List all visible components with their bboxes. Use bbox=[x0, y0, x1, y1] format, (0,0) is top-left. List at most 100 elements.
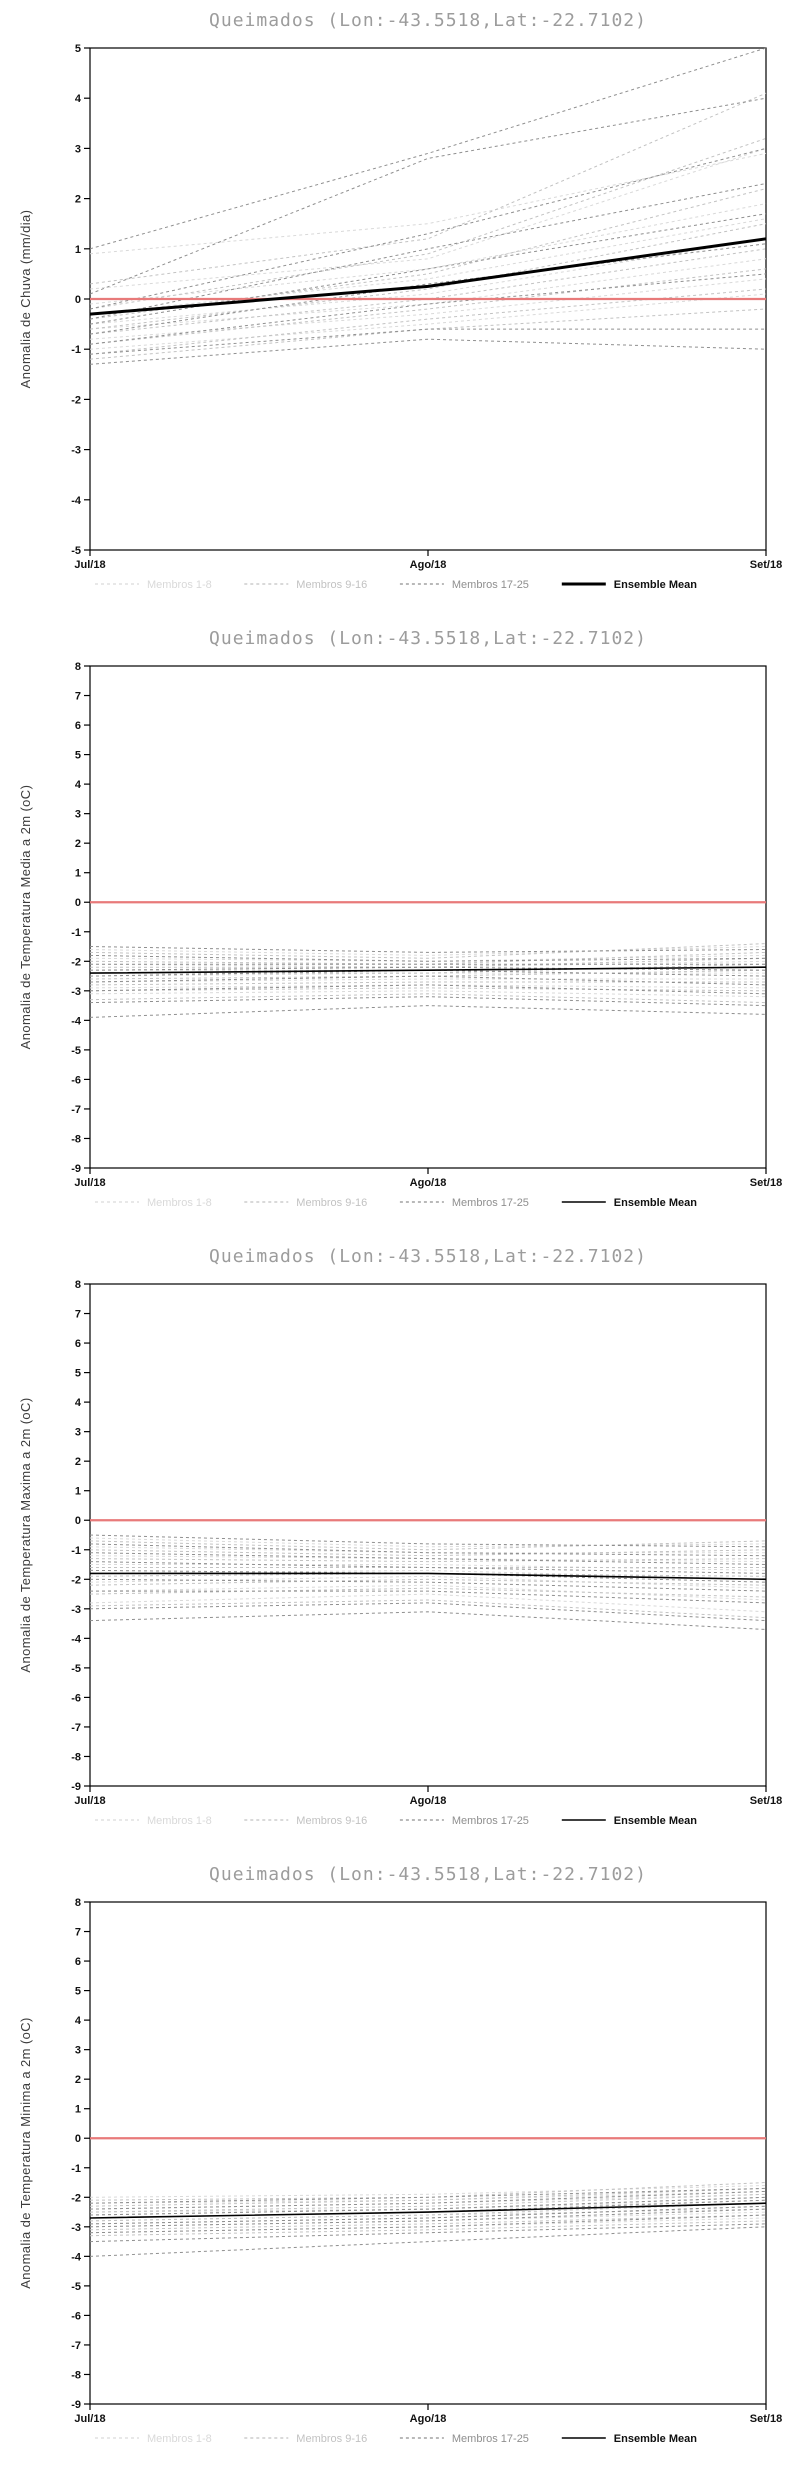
y-tick-label: 0 bbox=[75, 294, 81, 306]
legend-mean-label: Ensemble Mean bbox=[614, 1815, 697, 1827]
rain-anomaly-chart: Queimados (Lon:-43.5518,Lat:-22.7102) Ano… bbox=[0, 0, 800, 618]
ensemble-member-line bbox=[89, 258, 767, 330]
ensemble-member-line bbox=[89, 2211, 767, 2228]
y-tick-label: -4 bbox=[71, 1633, 82, 1645]
ensemble-member-line bbox=[89, 2223, 767, 2243]
y-tick-label: -6 bbox=[71, 1074, 81, 1086]
ensemble-member-line bbox=[89, 2214, 767, 2231]
ensemble-member-line bbox=[89, 943, 767, 959]
y-tick-label: 3 bbox=[75, 2045, 81, 2057]
legend-label: Membros 9-16 bbox=[296, 579, 367, 591]
ensemble-member-line bbox=[89, 2208, 767, 2228]
y-tick-label: 7 bbox=[75, 1927, 81, 1939]
y-tick-label: 5 bbox=[75, 1986, 81, 1998]
y-tick-label: -9 bbox=[71, 2399, 81, 2411]
ensemble-member-line bbox=[89, 278, 767, 340]
ensemble-member-line bbox=[89, 328, 766, 355]
ensemble-member-line bbox=[89, 147, 767, 310]
ensemble-member-line bbox=[89, 1611, 767, 1630]
y-tick-label: 5 bbox=[75, 750, 81, 762]
ensemble-member-line bbox=[89, 1534, 767, 1548]
ensemble-mean-line bbox=[90, 1572, 767, 1581]
ensemble-member-line bbox=[89, 273, 767, 345]
y-tick-label: 3 bbox=[75, 809, 81, 821]
x-tick-label: Jul/18 bbox=[74, 2413, 105, 2425]
y-tick-label: 2 bbox=[75, 1456, 81, 1468]
x-tick-label: Ago/18 bbox=[410, 2413, 447, 2425]
x-tick-label: Set/18 bbox=[750, 1795, 782, 1807]
ensemble-member-line bbox=[89, 293, 767, 350]
ensemble-member-line bbox=[89, 981, 766, 986]
ensemble-member-line bbox=[89, 990, 767, 998]
ensemble-member-line bbox=[89, 97, 767, 295]
y-tick-label: -3 bbox=[71, 1604, 81, 1616]
legend-mean-label: Ensemble Mean bbox=[614, 2433, 697, 2445]
y-axis-label: Anomalia de Temperatura Media a 2m (oC) bbox=[18, 785, 33, 1050]
ensemble-member-line bbox=[89, 1575, 767, 1589]
x-tick-label: Jul/18 bbox=[74, 1795, 105, 1807]
ensemble-member-line bbox=[89, 137, 767, 310]
ensemble-member-line bbox=[89, 243, 767, 335]
ensemble-member-line bbox=[89, 183, 767, 320]
y-tick-label: 0 bbox=[75, 897, 81, 909]
ensemble-member-line bbox=[89, 152, 767, 255]
y-tick-label: 6 bbox=[75, 1956, 81, 1968]
y-axis-label: Anomalia de Temperatura Minima a 2m (oC) bbox=[18, 2017, 33, 2289]
rain-anomaly-plot: Queimados (Lon:-43.5518,Lat:-22.7102) Ano… bbox=[18, 10, 782, 591]
ensemble-member-line bbox=[89, 1599, 767, 1619]
y-tick-label: 1 bbox=[75, 868, 81, 880]
ensemble-member-line bbox=[89, 975, 767, 986]
legend-label: Membros 17-25 bbox=[452, 1197, 529, 1209]
y-tick-label: 0 bbox=[75, 1515, 81, 1527]
ensemble-mean-line bbox=[89, 966, 767, 974]
y-tick-label: -7 bbox=[71, 1722, 81, 1734]
chart-title: Queimados (Lon:-43.5518,Lat:-22.7102) bbox=[209, 1864, 647, 1885]
chart-title: Queimados (Lon:-43.5518,Lat:-22.7102) bbox=[209, 1246, 647, 1267]
x-tick-label: Jul/18 bbox=[74, 1177, 105, 1189]
legend-label: Membros 1-8 bbox=[147, 1815, 212, 1827]
min-temp-anomaly-plot: Queimados (Lon:-43.5518,Lat:-22.7102) Ano… bbox=[18, 1864, 782, 2445]
y-tick-label: 8 bbox=[75, 1897, 81, 1909]
y-tick-label: 2 bbox=[75, 194, 81, 206]
y-tick-label: -1 bbox=[71, 1545, 81, 1557]
legend-label: Membros 9-16 bbox=[296, 1815, 367, 1827]
ensemble-member-line bbox=[89, 268, 767, 345]
ensemble-member-line bbox=[89, 946, 767, 956]
y-tick-label: 1 bbox=[75, 1486, 81, 1498]
ensemble-member-line bbox=[89, 2193, 767, 2213]
legend-label: Membros 1-8 bbox=[147, 579, 212, 591]
ensemble-member-line bbox=[89, 954, 767, 962]
mean-temp-anomaly-plot: Queimados (Lon:-43.5518,Lat:-22.7102) Ano… bbox=[18, 628, 782, 1209]
y-axis-label: Anomalia de Temperatura Maxima a 2m (oC) bbox=[18, 1397, 33, 1672]
legend-label: Membros 1-8 bbox=[147, 2433, 212, 2445]
ensemble-member-line bbox=[89, 92, 767, 285]
y-tick-label: 4 bbox=[75, 2015, 82, 2027]
ensemble-member-line bbox=[89, 966, 767, 971]
legend-label: Membros 17-25 bbox=[452, 2433, 529, 2445]
x-tick-label: Ago/18 bbox=[410, 1177, 447, 1189]
ensemble-member-line bbox=[89, 996, 767, 1007]
ensemble-member-line bbox=[89, 213, 767, 325]
ensemble-member-line bbox=[89, 2190, 767, 2210]
ensemble-mean-line bbox=[89, 2202, 767, 2219]
ensemble-member-line bbox=[89, 1561, 767, 1574]
ensemble-member-line bbox=[90, 963, 767, 974]
min-temp-anomaly-chart: Queimados (Lon:-43.5518,Lat:-22.7102) Ano… bbox=[0, 1854, 800, 2472]
ensemble-member-line bbox=[89, 1549, 767, 1557]
ensemble-member-line bbox=[89, 47, 767, 250]
y-tick-label: 7 bbox=[75, 1309, 81, 1321]
y-tick-label: -1 bbox=[71, 344, 81, 356]
ensemble-member-line bbox=[89, 1584, 767, 1601]
y-tick-label: -5 bbox=[71, 1663, 81, 1675]
mean-temp-anomaly-chart: Queimados (Lon:-43.5518,Lat:-22.7102) Ano… bbox=[0, 618, 800, 1236]
plot-frame bbox=[89, 1283, 767, 1787]
ensemble-member-line bbox=[89, 1543, 767, 1557]
legend-label: Membros 17-25 bbox=[452, 579, 529, 591]
y-tick-label: 4 bbox=[75, 93, 82, 105]
x-tick-label: Ago/18 bbox=[410, 559, 447, 571]
y-tick-label: -4 bbox=[71, 1015, 82, 1027]
legend-label: Membros 17-25 bbox=[452, 1815, 529, 1827]
ensemble-member-line bbox=[89, 2214, 767, 2234]
y-tick-label: 6 bbox=[75, 720, 81, 732]
y-tick-label: -1 bbox=[71, 2163, 81, 2175]
